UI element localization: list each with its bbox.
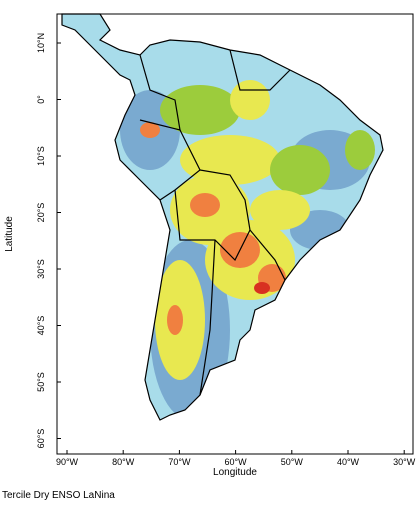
tercile-field	[62, 14, 383, 420]
y-axis-label: Latitude	[4, 216, 15, 252]
x-tick-label: 60°W	[225, 457, 248, 467]
y-tick-label: 50°S	[36, 372, 46, 392]
y-tick-label: 0°	[36, 95, 46, 104]
y-tick-label: 10°S	[36, 146, 46, 166]
y-tick-label: 10°N	[36, 33, 46, 53]
x-tick-label: 40°W	[337, 457, 360, 467]
x-tick-label: 30°W	[393, 457, 416, 467]
frame	[56, 13, 414, 455]
caption: Tercile Dry ENSO LaNina	[2, 490, 115, 501]
x-tick-label: 50°W	[281, 457, 304, 467]
borders	[61, 13, 384, 421]
x-tick-label: 70°W	[168, 457, 191, 467]
x-tick-label: 90°W	[56, 457, 79, 467]
y-tick-label: 30°S	[36, 259, 46, 279]
x-axis-label: Longitude	[213, 467, 257, 478]
y-tick-label: 20°S	[36, 203, 46, 223]
x-tick-label: 80°W	[112, 457, 135, 467]
y-tick-label: 60°S	[36, 429, 46, 449]
y-tick-label: 40°S	[36, 316, 46, 336]
